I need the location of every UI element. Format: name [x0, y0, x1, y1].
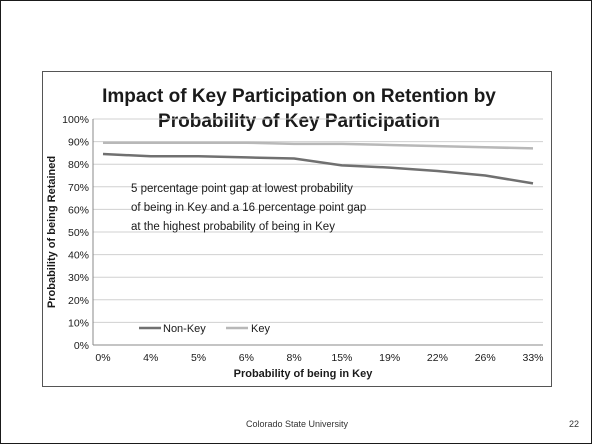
x-tick-label: 22% [427, 352, 448, 364]
chart-title-line-1: Impact of Key Participation on Retention… [102, 86, 496, 107]
annotation-line-2: of being in Key and a 16 percentage poin… [131, 202, 366, 214]
x-tick-label: 8% [287, 352, 302, 364]
x-tick-label: 15% [331, 352, 352, 364]
x-tick-label: 6% [239, 352, 254, 364]
x-tick-label: 33% [522, 352, 543, 364]
annotation-line-1: 5 percentage point gap at lowest probabi… [131, 183, 353, 195]
x-tick-label: 26% [475, 352, 496, 364]
y-tick-label: 10% [68, 317, 89, 329]
y-tick-label: 80% [68, 159, 89, 171]
series-line-non-key [102, 152, 534, 185]
y-tick-label: 60% [68, 204, 89, 216]
legend: Non-Key Key [139, 323, 270, 335]
y-tick-label: 40% [68, 250, 89, 262]
x-tick-label: 4% [143, 352, 158, 364]
y-tick-label: 50% [68, 227, 89, 239]
series-line-key [103, 141, 534, 150]
series-lines [102, 141, 534, 185]
x-axis-label: Probability of being in Key [234, 368, 374, 380]
x-tick-label: 19% [379, 352, 400, 364]
y-tick-label: 20% [68, 295, 89, 307]
line-chart: Impact of Key Participation on Retention… [46, 86, 544, 380]
slide-number: 22 [568, 419, 579, 429]
footer-org-name: Colorado State University [245, 419, 349, 429]
x-tick-label: 0% [95, 352, 110, 364]
y-tick-label: 0% [74, 340, 89, 352]
y-axis-label: Probability of being Retained [46, 156, 58, 308]
chart-area: Impact of Key Participation on Retention… [42, 71, 552, 387]
legend-label-key: Key [251, 323, 270, 335]
annotation-line-3: at the highest probability of being in K… [131, 221, 335, 233]
x-axis-ticks: 0% 4% 5% 6% 8% 15% 19% 22% 26% 33% [95, 352, 543, 364]
y-axis-ticks: 0% 10% 20% 30% 40% 50% 60% 70% 80% 90% 100% [62, 114, 89, 352]
chart-title-line-2: Probability of Key Participation [158, 111, 440, 132]
legend-label-non-key: Non-Key [163, 323, 206, 335]
y-tick-label: 70% [68, 182, 89, 194]
y-tick-label: 30% [68, 272, 89, 284]
y-tick-label: 100% [62, 114, 89, 126]
gridlines [93, 118, 543, 323]
y-tick-label: 90% [68, 137, 89, 149]
x-tick-label: 5% [191, 352, 206, 364]
